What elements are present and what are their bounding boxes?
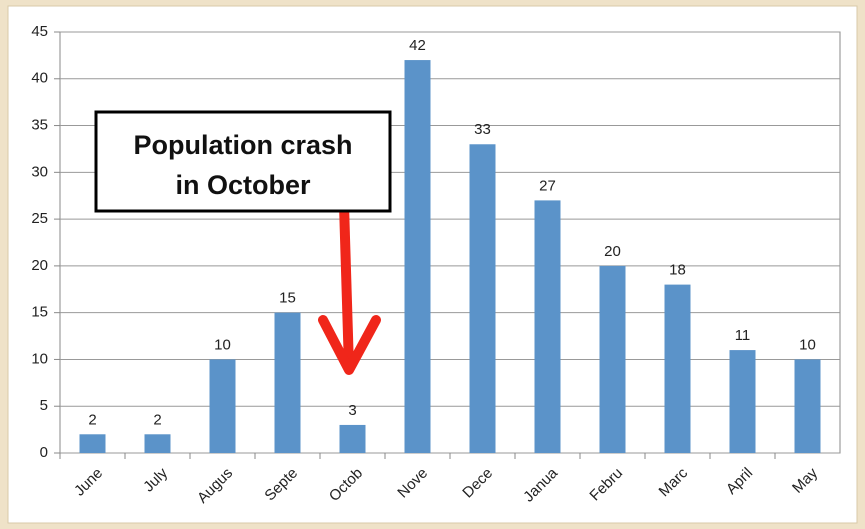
bar [664,284,691,453]
y-tick-label: 20 [31,257,48,274]
annotation-text: Population crash [133,130,352,160]
arrow-shaft [339,204,354,369]
bar [404,60,431,454]
bar [339,424,366,453]
data-label: 18 [669,262,686,279]
y-tick-label: 40 [31,70,48,87]
data-label: 2 [88,411,96,428]
bar [794,359,821,453]
bar [469,144,496,453]
y-tick-label: 25 [31,210,48,227]
annotation-text: in October [175,170,311,200]
annotation-box [94,110,392,213]
bar [274,312,301,453]
arrow-head [318,315,381,375]
data-label: 15 [279,290,296,307]
annotation: Population crash in October [94,110,392,375]
y-tick-label: 45 [31,23,48,40]
y-tick-label: 35 [31,117,48,134]
y-tick-label: 15 [31,304,48,321]
y-tick-label: 10 [31,350,48,367]
bar [144,434,171,453]
y-tick-label: 5 [40,397,48,414]
bar [534,200,561,453]
data-label: 20 [604,243,621,260]
data-label: 33 [474,121,491,138]
bar [729,350,756,453]
data-label: 42 [409,37,426,54]
y-tick-label: 0 [40,444,48,461]
data-label: 27 [539,177,556,194]
data-label: 10 [799,336,816,353]
bar [599,265,626,453]
bar [209,359,236,453]
data-label: 10 [214,336,231,353]
data-label: 11 [735,327,751,344]
y-tick-label: 30 [31,163,48,180]
bar [79,434,106,453]
data-label: 2 [153,411,161,428]
data-label: 3 [348,402,356,419]
